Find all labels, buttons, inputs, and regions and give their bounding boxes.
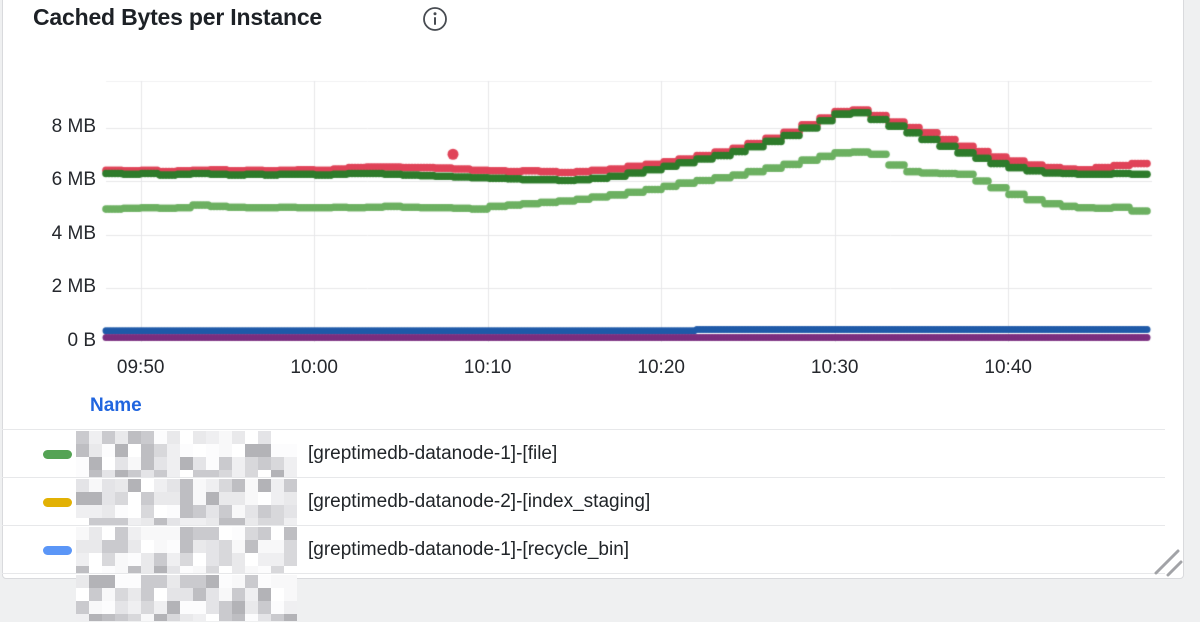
x-axis-tick-label: 10:00 (290, 357, 338, 378)
legend-series-label: [greptimedb-datanode-1]-[file] (308, 443, 558, 464)
legend-row[interactable]: [greptimedb-datanode-1]-[recycle_bin] (2, 525, 1165, 574)
y-axis-tick-label: 2 MB (51, 276, 96, 297)
series-color-pill[interactable] (43, 498, 72, 507)
x-axis-tick-label: 10:40 (984, 357, 1032, 378)
y-axis-tick-label: 0 B (67, 329, 96, 351)
legend-row[interactable] (2, 573, 1165, 622)
x-axis-tick-label: 10:20 (637, 357, 685, 378)
legend-series-label: [greptimedb-datanode-1]-[recycle_bin] (308, 539, 630, 560)
y-axis-tick-label: 4 MB (51, 222, 96, 244)
y-axis-tick-label: 8 MB (51, 115, 96, 137)
series-color-pill[interactable] (43, 546, 72, 555)
y-axis-tick-label: 6 MB (51, 169, 96, 190)
legend-series-label: [greptimedb-datanode-2]-[index_staging] (308, 491, 651, 512)
series-color-pill[interactable] (43, 450, 72, 459)
chart-canvas[interactable] (0, 0, 1200, 420)
legend-name-header[interactable]: Name (90, 395, 142, 416)
redacted-text-mosaic (76, 479, 303, 525)
x-axis-tick-label: 10:30 (810, 357, 859, 378)
redacted-text-mosaic (76, 575, 303, 621)
legend-row[interactable]: [greptimedb-datanode-1]-[file] (2, 429, 1165, 478)
redacted-text-mosaic (76, 527, 303, 573)
legend-row[interactable]: [greptimedb-datanode-2]-[index_staging] (2, 477, 1165, 526)
x-axis-tick-label: 10:10 (463, 357, 512, 378)
redacted-text-mosaic (76, 431, 303, 477)
resize-handle-icon[interactable] (1148, 543, 1184, 577)
x-axis-tick-label: 09:50 (116, 357, 165, 378)
